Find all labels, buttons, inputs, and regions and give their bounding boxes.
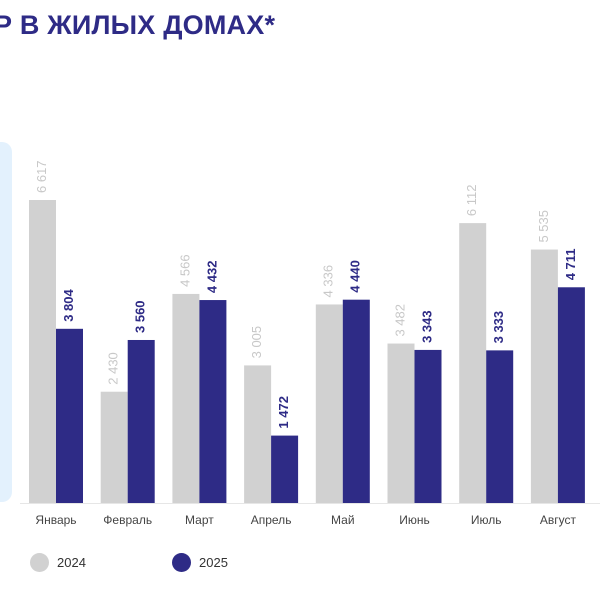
bar-2024-5 — [315, 304, 343, 503]
data-label-2025-8: 4 711 — [563, 248, 578, 280]
x-tick-label-6: Июнь — [399, 513, 430, 527]
bar-2025-4 — [271, 435, 299, 503]
bar-2024-1 — [29, 200, 56, 503]
data-label-2024-6: 3 482 — [392, 304, 407, 337]
data-label-2024-5: 4 336 — [321, 265, 336, 298]
bar-2025-2 — [127, 339, 155, 503]
x-tick-label-2: Февраль — [103, 513, 152, 527]
data-label-2024-8: 5 535 — [536, 210, 551, 243]
bar-2025-5 — [342, 299, 370, 503]
data-label-2025-3: 4 432 — [204, 261, 219, 294]
data-label-2024-3: 4 566 — [177, 254, 192, 287]
bar-2025-3 — [199, 300, 227, 503]
legend-swatch-2025 — [172, 553, 191, 572]
data-label-2025-2: 3 560 — [133, 300, 148, 333]
legend-item-2024: 2024 — [30, 553, 86, 572]
x-tick-label-8: Август — [540, 513, 577, 527]
bar-2025-7 — [486, 350, 514, 503]
legend-label-2025: 2025 — [199, 555, 228, 570]
data-label-2025-5: 4 440 — [348, 260, 363, 293]
data-label-2024-4: 3 005 — [249, 326, 264, 359]
bar-2024-4 — [244, 365, 272, 503]
bar-2025-6 — [414, 349, 442, 503]
legend-swatch-2024 — [30, 553, 49, 572]
bar-2024-7 — [459, 223, 487, 504]
data-label-2025-7: 3 333 — [491, 311, 506, 344]
x-tick-label-5: Май — [331, 513, 355, 527]
x-tick-label-1: Январь — [35, 513, 76, 527]
data-label-2025-6: 3 343 — [419, 310, 434, 343]
bar-2024-8 — [530, 249, 558, 503]
x-tick-label-7: Июль — [471, 513, 502, 527]
data-label-2025-1: 3 804 — [61, 289, 76, 322]
bar-2025-8 — [557, 287, 585, 503]
legend-label-2024: 2024 — [57, 555, 86, 570]
data-label-2025-4: 1 472 — [276, 396, 291, 429]
legend-item-2025: 2025 — [172, 553, 228, 572]
chart-title: Р В ЖИЛЫХ ДОМАХ* — [0, 10, 276, 40]
data-label-2024-2: 2 430 — [106, 352, 121, 385]
x-tick-label-3: Март — [185, 513, 214, 527]
bar-2024-3 — [172, 293, 200, 503]
x-tick-label-4: Апрель — [251, 513, 292, 527]
bar-2025-1 — [56, 328, 83, 503]
data-label-2024-7: 6 112 — [464, 185, 479, 217]
data-label-2024-1: 6 617 — [34, 160, 49, 193]
side-panel — [0, 142, 12, 502]
bar-2024-6 — [387, 343, 415, 503]
bar-2024-2 — [100, 391, 128, 503]
